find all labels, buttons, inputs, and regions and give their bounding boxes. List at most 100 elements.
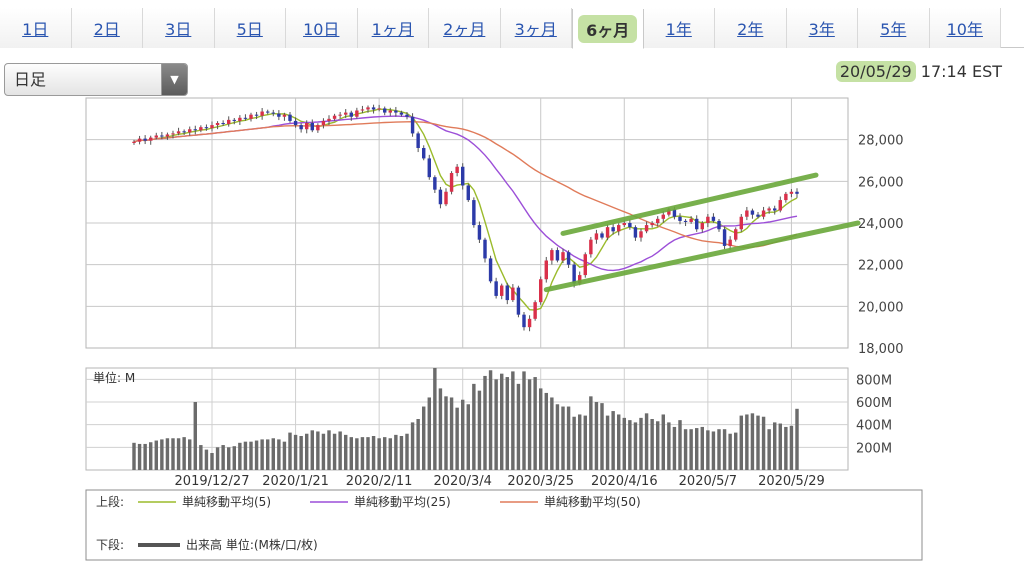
candle-body [700,223,704,230]
candle-body [466,185,470,201]
candle-body [745,210,749,217]
tab-period-1[interactable]: 2日 [71,8,143,48]
tab-period-4[interactable]: 10日 [286,8,358,48]
ma-line-ma50 [133,120,798,248]
candle-body [388,110,392,113]
tab-label: 6ヶ月 [578,14,638,43]
volume-bar [511,371,515,470]
candle-body [344,112,348,115]
volume-bar [550,397,554,470]
candle-body [472,200,476,226]
candle-body [706,216,710,223]
candle-body [321,120,326,126]
tab-period-8[interactable]: 6ヶ月 [572,9,644,49]
volume-bar [522,371,526,470]
volume-bar [215,447,220,470]
tab-label: 2日 [93,20,120,39]
candle-body [683,220,688,222]
candle-body [288,114,292,121]
tab-period-5[interactable]: 1ヶ月 [357,8,429,48]
candle-body [193,129,197,131]
candle-body [455,166,459,173]
volume-bar [410,422,415,470]
candle-body [266,111,270,113]
candle-body [227,119,231,125]
tab-period-11[interactable]: 3年 [786,8,858,48]
candle-body [371,107,376,110]
candle-body [539,279,543,303]
timestamp-date: 20/05/29 [835,61,916,82]
volume-bar [299,436,303,470]
candle-body [678,216,682,221]
candle-period-select[interactable]: 日足 ▼ [4,63,188,96]
volume-bar [271,438,275,470]
tab-label: 5年 [880,20,907,39]
volume-bar [366,437,370,470]
lower-legend-label: 下段: [96,537,124,552]
volume-bar [360,437,365,470]
volume-bar [722,429,727,470]
volume-bar [422,406,426,470]
tab-period-7[interactable]: 3ヶ月 [500,8,572,48]
volume-tick-label: 600M [856,396,892,411]
volume-bar [483,375,487,470]
candle-body [789,191,794,194]
volume-bar [605,415,610,470]
volume-bar [210,453,214,470]
tab-period-13[interactable]: 10年 [929,8,1001,48]
volume-bar [611,411,615,470]
volume-bar [650,419,654,470]
volume-bar [656,421,660,470]
volume-bar [644,413,649,470]
tab-period-2[interactable]: 3日 [143,8,215,48]
volume-bar [639,417,643,470]
volume-bar [761,416,766,470]
candle-body [589,239,593,255]
volume-bar [344,434,348,470]
candle-body [366,107,370,110]
tab-label: 2年 [737,20,764,39]
price-tick-label: 28,000 [858,134,904,149]
candle-body [149,137,153,141]
candle-body [327,118,331,121]
candle-body [550,250,554,261]
volume-unit-label: 単位: M [93,370,135,385]
candle-body [533,302,537,319]
tab-period-10[interactable]: 2年 [715,8,787,48]
candle-body [622,223,626,226]
candle-body [171,133,175,135]
volume-bar [188,439,192,470]
candle-body [566,252,571,265]
legend-name-ma5: 単純移動平均(5) [182,495,271,509]
candle-body [188,129,192,133]
volume-bar [795,408,799,470]
tab-period-3[interactable]: 5日 [214,8,286,48]
tab-period-6[interactable]: 2ヶ月 [429,8,501,48]
volume-bar [383,437,387,470]
candle-body [650,223,654,226]
volume-bar [488,370,493,470]
candle-body [438,189,443,205]
candle-body [355,110,359,117]
candle-body [199,127,203,131]
candle-body [132,141,136,143]
tab-label: 1ヶ月 [371,20,414,39]
tab-period-0[interactable]: 1日 [0,8,72,48]
tab-label: 2ヶ月 [443,20,486,39]
candle-body [405,114,409,117]
candle-body [477,225,482,240]
candle-body [578,275,582,284]
tab-period-9[interactable]: 1年 [643,8,715,48]
triangle-down-icon[interactable]: ▼ [161,64,187,95]
date-tick-label: 2020/5/7 [679,474,737,489]
candle-body [316,125,320,131]
candle-body [628,223,632,228]
volume-bar [327,430,331,470]
tab-period-12[interactable]: 5年 [858,8,930,48]
candle-body [137,138,142,142]
volume-bar [221,445,225,470]
date-tick-label: 2020/1/21 [262,474,329,489]
candle-body [488,258,493,282]
candle-body [784,193,788,201]
